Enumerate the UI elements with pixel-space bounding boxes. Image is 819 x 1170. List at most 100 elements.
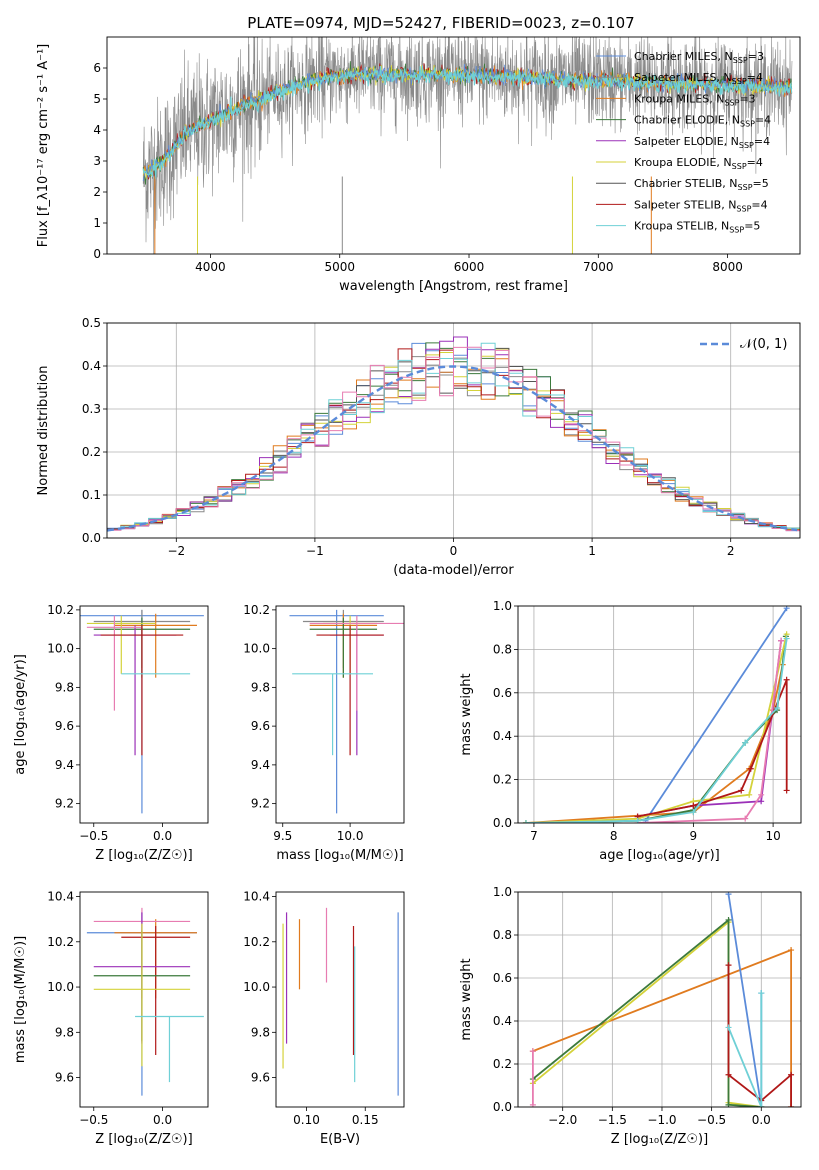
plot-frame (517, 605, 802, 824)
series-line-pink (637, 640, 782, 823)
y-tick-label: 10.2 (243, 935, 270, 949)
y-tick-label: 9.8 (55, 680, 74, 694)
x-tick-label: 9.5 (273, 829, 292, 843)
y-tick-label: 9.6 (251, 719, 270, 733)
series-line-chabrier_elodie (532, 918, 762, 1107)
x-tick-label: 10 (765, 829, 780, 843)
y-axis-label: Flux [f_λ10⁻¹⁷ erg cm⁻² s⁻¹ A⁻¹] (36, 44, 51, 248)
y-tick-label: 0.6 (493, 971, 512, 985)
plot-area (142, 37, 793, 254)
x-tick-label: −1.5 (598, 1113, 627, 1127)
y-tick-label: 6 (93, 61, 101, 75)
data-point-marker (788, 1104, 795, 1107)
plot-area (107, 336, 800, 532)
y-tick-label: 0.2 (493, 773, 512, 787)
plot-area (522, 606, 790, 823)
x-tick-label: −0.5 (79, 1113, 108, 1127)
legend-label: Chabrier STELIB, NSSP=5 (634, 177, 769, 192)
y-tick-label: 10.2 (47, 935, 74, 949)
plot-area (282, 907, 399, 1096)
y-tick-label: 0 (93, 247, 101, 261)
x-tick-label: 4000 (195, 260, 226, 274)
data-point-marker (742, 739, 749, 746)
plot-frame (106, 36, 801, 255)
data-point-marker (758, 990, 765, 997)
gaussian-curve (107, 365, 798, 532)
x-tick-label: 0.10 (293, 1113, 320, 1127)
y-axis-label: mass [log₁₀(M/M☉)] (13, 936, 28, 1063)
data-point-marker (783, 787, 790, 794)
data-point-marker (747, 765, 754, 772)
chart-age-vs-Z: −0.5 0.0 9.2 9.4 9.6 9.8 10.0 10.2 Z [log₁₀(Z/Z☉… (13, 603, 209, 863)
y-tick-label: 0.0 (493, 816, 512, 830)
series-line-kroupa_stelib (727, 993, 763, 1107)
data-point-marker (746, 791, 753, 798)
legend-label: Chabrier ELODIE, NSSP=4 (634, 114, 771, 129)
y-tick-label: 0.3 (82, 402, 101, 416)
y-tick-label: 9.8 (55, 1025, 74, 1039)
x-tick-label: 0 (450, 544, 458, 558)
x-tick-label: 0.15 (352, 1113, 379, 1127)
chart-massweight-vs-age: 7 8 9 10 0.0 0.2 0.4 0.6 0.8 1.0 age [log₁₀(age/yr… (459, 599, 802, 863)
y-tick-label: 10.0 (47, 642, 74, 656)
data-point-marker (783, 635, 790, 642)
x-tick-label: −0.5 (79, 829, 108, 843)
series-line-kroupa_stelib (525, 638, 788, 823)
y-tick-label: 1.0 (493, 599, 512, 613)
data-point-marker (783, 676, 790, 683)
y-tick-label: 2 (93, 185, 101, 199)
y-tick-label: 0.4 (493, 729, 512, 743)
x-tick-label: 0.0 (153, 1113, 172, 1127)
chart-mass-vs-ebv: 0.10 0.15 9.6 9.8 10.0 10.2 10.4 E(B-V) (243, 890, 405, 1147)
y-tick-label: 10.4 (47, 890, 74, 904)
x-tick-label: −1 (306, 544, 324, 558)
x-tick-label: 0.0 (752, 1113, 771, 1127)
y-tick-label: 0.0 (82, 531, 101, 545)
chart-massweight-vs-Z: −2.0 −1.5 −1.0 −0.5 0.0 0.0 0.2 0.4 0.6 0.8 1.0 Z [… (459, 885, 802, 1147)
plot-frame (517, 891, 802, 1108)
legend-label: Salpeter ELODIE, NSSP=4 (634, 135, 770, 150)
chart-age-vs-mass: 9.5 10.0 9.2 9.4 9.6 9.8 10.0 10.2 mass [log₁₀(M… (243, 603, 405, 863)
y-tick-label: 1.0 (493, 885, 512, 899)
data-point-marker (758, 798, 765, 805)
data-point-marker (774, 704, 781, 711)
y-tick-label: 9.6 (251, 1071, 270, 1085)
page-title: PLATE=0974, MJD=52427, FIBERID=0023, z=0… (247, 14, 634, 32)
y-axis-label: mass weight (459, 673, 474, 755)
y-tick-label: 0.2 (493, 1057, 512, 1071)
x-tick-label: 9 (690, 829, 698, 843)
x-tick-label: 2 (727, 544, 735, 558)
data-point-marker (725, 962, 732, 969)
y-tick-label: 0.2 (82, 445, 101, 459)
y-tick-label: 10.2 (47, 603, 74, 617)
data-point-marker (725, 1024, 732, 1031)
y-axis-label: mass weight (459, 958, 474, 1040)
chart-spectrum: 4000 5000 6000 7000 8000 0 1 2 3 4 5 6 wavelength [A… (36, 36, 801, 294)
chart-residual-histogram: −2 −1 0 1 2 0.0 0.1 0.2 0.3 0.4 0.5 (data-model)/er… (36, 316, 801, 578)
legend-label: Chabrier MILES, NSSP=3 (634, 50, 764, 65)
data-point-marker (725, 916, 732, 923)
y-axis-label: age [log₁₀(age/yr)] (13, 654, 28, 775)
model-spectrum-kroupa_stelib (142, 65, 793, 180)
y-tick-label: 4 (93, 123, 101, 137)
y-axis-label: Normed distribution (36, 366, 51, 496)
x-tick-label: −1.0 (647, 1113, 676, 1127)
data-point-marker (778, 637, 785, 644)
legend-label: 𝒩(0, 1) (740, 337, 787, 352)
x-axis-label: (data-model)/error (393, 563, 514, 578)
x-tick-label: 5000 (324, 260, 355, 274)
y-tick-label: 10.4 (243, 890, 270, 904)
y-tick-label: 9.8 (251, 1025, 270, 1039)
data-point-marker (690, 809, 697, 816)
x-axis-label: age [log₁₀(age/yr)] (599, 848, 720, 863)
y-tick-label: 9.4 (251, 758, 270, 772)
series-line-salpeter_stelib (727, 965, 792, 1107)
x-tick-label: 1 (588, 544, 596, 558)
legend-label: Salpeter STELIB, NSSP=4 (634, 198, 768, 213)
x-axis-label: Z [log₁₀(Z/Z☉)] (95, 848, 192, 863)
y-tick-label: 0.8 (493, 642, 512, 656)
y-tick-label: 0.5 (82, 316, 101, 330)
plot-area (529, 892, 795, 1107)
y-tick-label: 0.0 (493, 1100, 512, 1114)
